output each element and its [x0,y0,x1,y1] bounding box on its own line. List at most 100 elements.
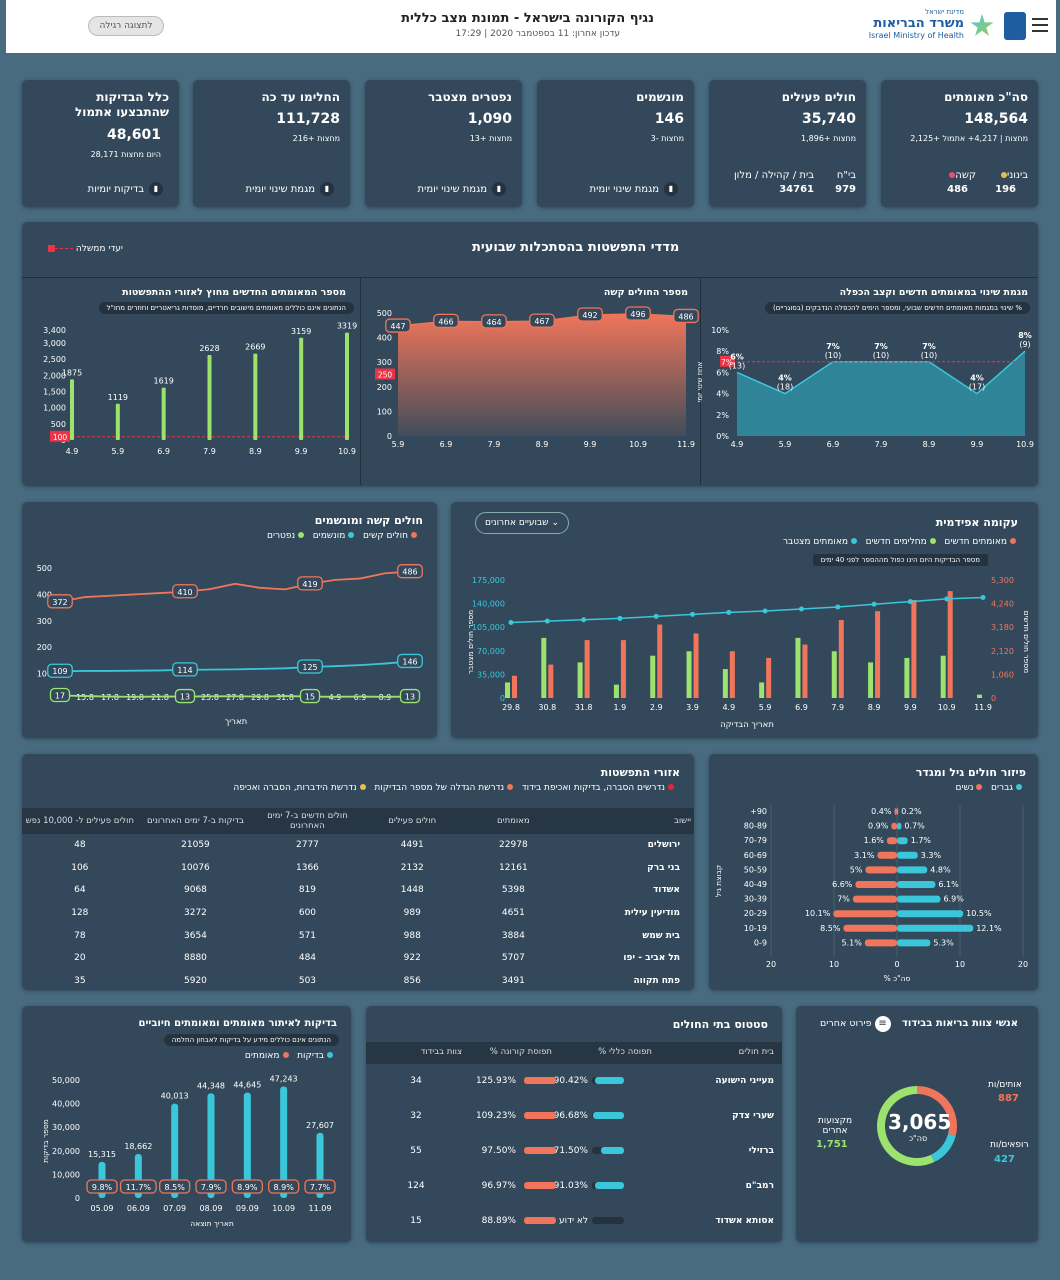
corona-occupancy-bar [524,1217,556,1224]
city-name: תל אביב - יפו [623,953,680,964]
tests-pct-label-box [86,1179,118,1194]
donut-segment [916,1086,957,1136]
daily-trend-button[interactable]: ▮ מגמת שינוי יומית [590,182,678,196]
hospitals-col-header[interactable]: % תפוסת קורונה [489,1047,552,1057]
other-details-button[interactable]: פירוט אחרים ≡ [820,1016,891,1032]
c1-ytick: 10% [711,326,729,335]
tests-bar [243,1092,251,1198]
tests-xtick: 07.09 [163,1204,186,1213]
hospital-row[interactable]: אסותא אשדוד לא ידוע 88.89% 15 [366,1216,782,1236]
areas-col-header[interactable]: בדיקות ב-7 ימים האחרונים [137,808,254,834]
epi-cumulative-point [798,606,804,612]
epi-xtick: 8.9 [868,703,881,712]
hospitals-col-header[interactable]: בית חולים [738,1047,774,1057]
epi-cumulative-point [690,611,696,617]
daily-trend-label: מגמת שינוי יומית [417,183,487,195]
c1-xtick: 4.9 [731,440,744,449]
period-dropdown[interactable]: שבועיים אחרונים ⌄ [475,512,569,534]
age-women-bar [891,822,897,830]
donut-segment [877,1086,935,1166]
severe-value-label-box [299,688,321,704]
areas-col-header[interactable]: יישוב [563,808,694,834]
legend-new: מאומתים חדשים [944,537,1007,547]
epi-xtick: 9.9 [904,703,917,712]
age-xtick: 10 [955,960,965,969]
daily-trend-button[interactable]: ▮ מגמת שינוי יומית [418,182,506,196]
epi-xtick: 3.9 [686,703,699,712]
general-occupancy: 96.68% [553,1111,588,1121]
tests-xlabel: תאריך תוצאה [190,1219,234,1228]
card-sub: 13+ מחצות [469,134,512,143]
hospitals-header: בית חולים % תפוסה כללי % תפוסת קורונה צוות … [366,1042,782,1064]
card-number: 1,090 [467,111,512,127]
severe-value-label-box [397,653,423,669]
epi-new-bar [657,624,663,698]
donut-segment [930,1133,956,1163]
table-row[interactable]: פתח תקווה 3491 856 503 5920 35 [22,970,694,990]
card-deceased: נפטרים מצטבר 1,090 13+ מחצות ▮ מגמת שינוי… [365,80,522,207]
c2-value-label-box [577,307,603,322]
table-cell: 22978 [499,840,528,851]
severe-value: 486 [947,184,968,195]
severe-ventilated-panel: חולים קשה ומונשמים חולים קשים מונשמים נפ… [22,502,437,738]
daily-tests-button[interactable]: ▮ בדיקות יומיות [88,182,163,196]
staff-isolation-panel: אנשי צוות בריאות בבידוד פירוט אחרים ≡ 3,… [796,1006,1038,1242]
areas-col-header[interactable]: חולים פעילים ל- 10,000 נפש [22,808,138,834]
areas-col-header[interactable]: חולים פעילים [361,808,463,834]
table-row[interactable]: ירושלים 22978 4491 2777 21059 48 [22,834,694,857]
table-row[interactable]: תל אביב - יפו 5707 922 484 8880 20 [22,947,694,970]
table-row[interactable]: בית שמש 3884 988 571 3654 78 [22,924,694,947]
age-women-label: 6.6% [832,880,853,889]
table-cell: 503 [298,975,317,986]
daily-trend-button[interactable]: ▮ מגמת שינוי יומית [246,182,334,196]
epi-recovered-bar [577,662,583,698]
epi-recovered-bar [977,694,982,698]
hospitals-col-header[interactable]: צוות בבידוד [420,1047,462,1057]
areas-col-header[interactable]: חולים חדשים ב-7 ימים האחרונים [253,808,362,834]
epi-cumulative-point [581,617,587,623]
outside-chart-title: מספר המאומתים החדשים מחוץ לאזורי ההתפשטו… [122,287,346,298]
epi-recovered-bar [795,637,801,698]
table-cell: 2777 [296,840,319,851]
table-row[interactable]: בני ברק 12161 2132 1366 10076 106 [22,857,694,880]
c1-target-badge [720,355,735,367]
hospital-row[interactable]: ברזילי 71.50% 97.50% 55 [366,1146,782,1166]
c3-xtick: 5.9 [111,447,124,456]
total-staff-label: סה"כ [908,1134,928,1143]
c3-bar [115,403,120,440]
age-women-label: 0.9% [868,822,889,831]
hospital-value: 979 [835,184,856,195]
epi-xlabel: תאריך הבדיקה [720,720,774,730]
age-group-label: 20-29 [744,909,767,918]
areas-col-header[interactable]: מאומתים [462,808,564,834]
severe-value-label: 15 [305,693,315,702]
hospitals-col-header[interactable]: % תפוסה כללי [598,1047,652,1057]
c3-ytick: 2,500 [43,355,66,364]
tests-ytick: 50,000 [52,1076,80,1085]
hospital-row[interactable]: רמב"ם 91.03% 96.97% 124 [366,1181,782,1201]
last-updated: עדכון אחרון: 11 בספטמבר 2020 | 17:29 [455,29,620,39]
ministry-logo[interactable]: מדינת ישראל משרד הבריאות Israel Ministry… [864,8,994,44]
table-cell: 484 [298,953,317,964]
table-row[interactable]: מודיעין עילית 4651 989 600 3272 128 [22,902,694,925]
hospital-row[interactable]: מעייני הישועה 90.42% 125.93% 34 [366,1076,782,1096]
regular-view-button[interactable]: לתצוגה רגילה [88,16,164,36]
menu-icon[interactable] [1032,18,1048,32]
c3-ytick: 3,400 [43,326,66,335]
table-cell: 106 [71,862,89,873]
c2-value-label: 464 [486,318,501,327]
hospital-row[interactable]: שערי צדק 96.68% 109.23% 32 [366,1111,782,1131]
staff-isolation: 15 [410,1216,422,1226]
card-recovered: החלימו עד כה 111,728 216+ מחצות ▮ מגמת שי… [193,80,350,207]
tests-value-label: 44,348 [197,1081,225,1090]
severe-value-label-box [399,688,421,704]
table-cell: 3272 [184,908,207,919]
tests-value-label: 44,645 [233,1081,261,1090]
tests-pct-label: 7.7% [310,1183,331,1192]
general-occupancy-bar [592,1112,624,1119]
epi-cumulative-line [510,596,984,624]
areas-table: יישוב מאומתים חולים פעילים חולים חדשים ב-7 … [22,808,694,990]
table-cell: 3654 [184,930,207,941]
table-row[interactable]: אשדוד 5398 1448 819 9068 64 [22,879,694,902]
gov-target-legend: יעדי ממשלה [48,244,123,254]
